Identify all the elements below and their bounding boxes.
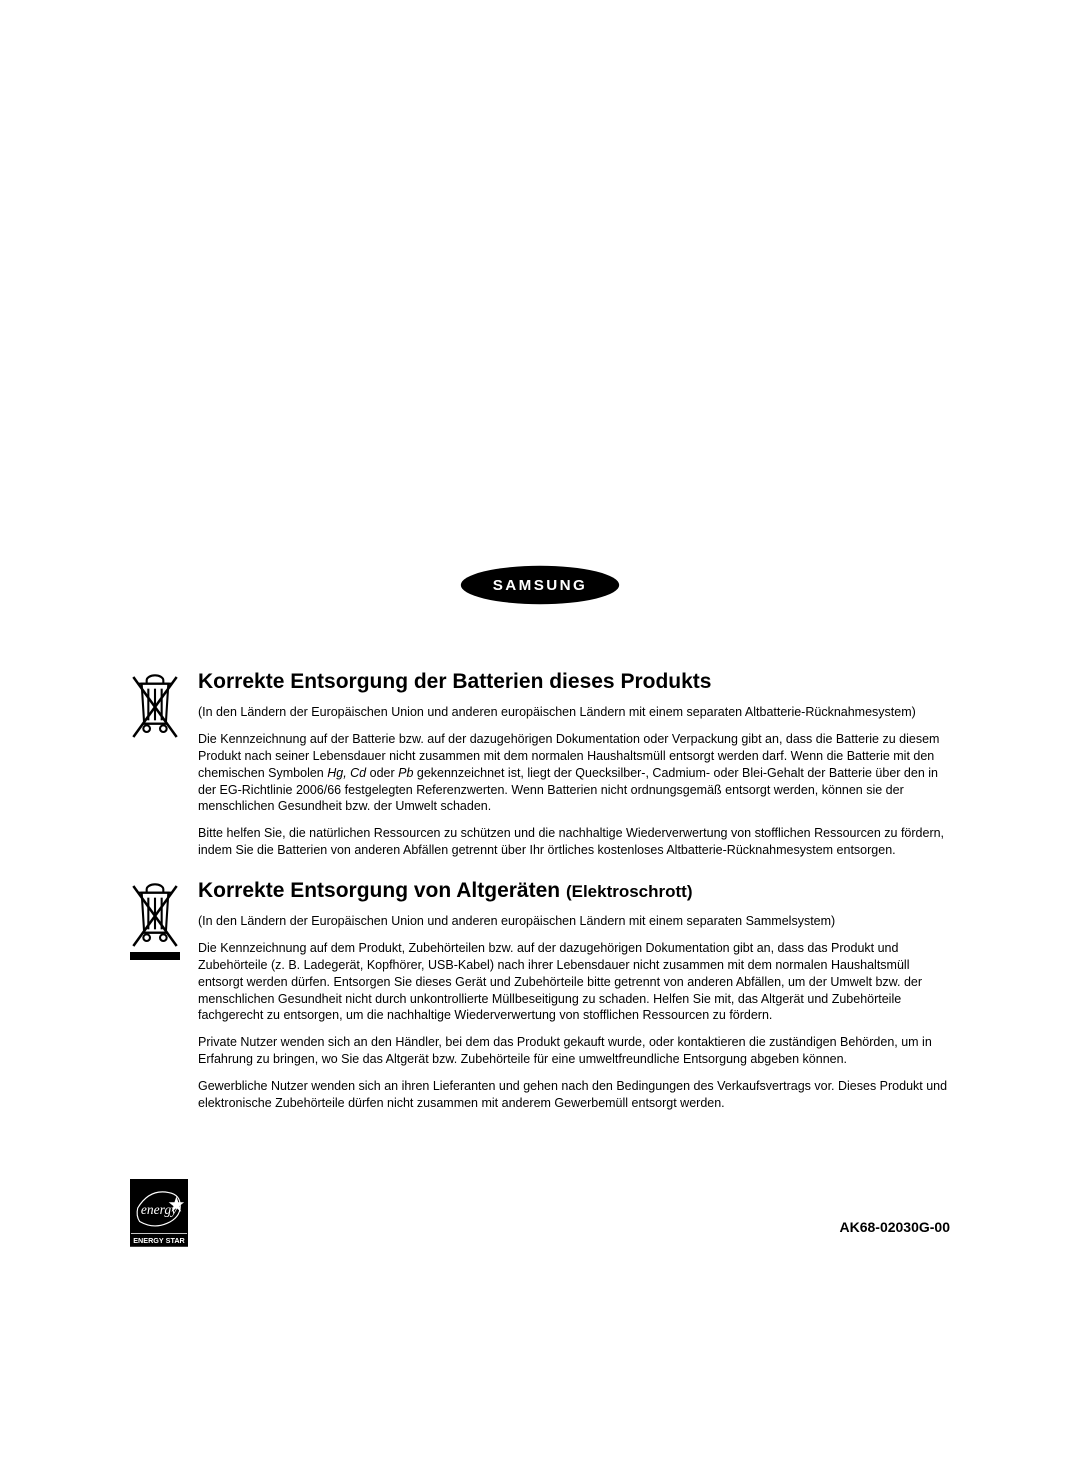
section2-p1: (In den Ländern der Europäischen Union u… [198,913,950,930]
section1-p3: Bitte helfen Sie, die natürlichen Ressou… [198,825,950,859]
svg-text:ENERGY STAR: ENERGY STAR [133,1236,185,1245]
crossed-bin-bar-icon [130,881,180,948]
energy-star-icon: energy ENERGY STAR [130,1179,188,1247]
weee-disposal-section: Korrekte Entsorgung von Altgeräten (Elek… [130,879,950,1122]
section2-p3: Private Nutzer wenden sich an den Händle… [198,1034,950,1068]
weee-bar-icon [130,952,180,960]
section1-p1: (In den Ländern der Europäischen Union u… [198,704,950,721]
section1-p2: Die Kennzeichnung auf der Batterie bzw. … [198,731,950,815]
svg-text:SAMSUNG: SAMSUNG [493,577,587,594]
battery-disposal-section: Korrekte Entsorgung der Batterien dieses… [130,670,950,869]
samsung-logo: SAMSUNG [460,565,620,605]
section1-heading: Korrekte Entsorgung der Batterien dieses… [198,670,950,694]
document-number: AK68-02030G-00 [839,1219,950,1235]
brand-logo-container: SAMSUNG [0,565,1080,605]
section2-p4: Gewerbliche Nutzer wenden sich an ihren … [198,1078,950,1112]
crossed-bin-icon [130,672,180,739]
section2-heading: Korrekte Entsorgung von Altgeräten (Elek… [198,879,950,903]
section2-p2: Die Kennzeichnung auf dem Produkt, Zubeh… [198,940,950,1024]
